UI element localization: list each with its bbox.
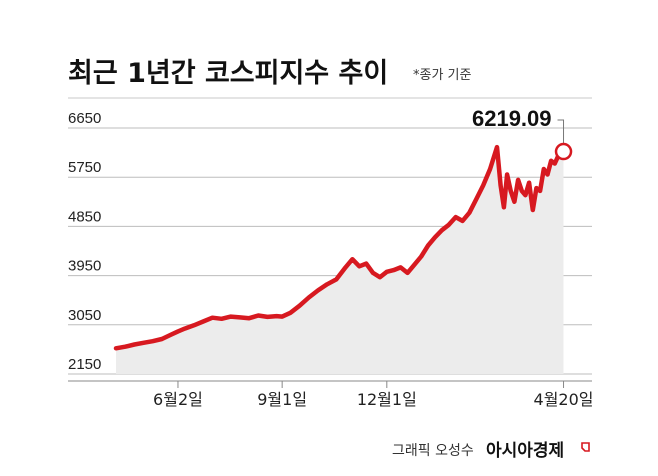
y-tick-label: 6650 — [68, 110, 101, 127]
credit-brand: 아시아경제 — [486, 441, 564, 461]
kospi-area — [116, 147, 564, 374]
x-tick-label: 12월1일 — [357, 390, 417, 409]
end-point-marker — [554, 142, 573, 161]
credit-graphic: 그래픽 오성수 — [392, 443, 474, 459]
brand-logo-mark — [581, 442, 590, 452]
y-tick-label: 3050 — [68, 307, 101, 324]
kospi-line — [113, 144, 566, 351]
callout-value: 6219.09 — [472, 106, 552, 131]
x-tick-label: 9월1일 — [257, 390, 307, 409]
y-tick-label: 3950 — [68, 258, 101, 275]
x-tick-label: 6월2일 — [153, 390, 203, 409]
plot-layer — [113, 144, 566, 374]
x-axis: 6월2일 9월1일 12월1일 4월20일 — [68, 380, 594, 409]
x-tick-label: 4월20일 — [534, 390, 594, 409]
chart-note: *종가 기준 — [413, 68, 472, 83]
callout: 6219.09 — [472, 106, 573, 161]
y-tick-label: 4850 — [68, 208, 101, 225]
chart-title: 최근 1년간 코스피지수 추이 — [68, 58, 388, 89]
y-tick-label: 5750 — [68, 159, 101, 176]
y-tick-label: 2150 — [68, 356, 101, 373]
callout-leader — [557, 119, 565, 144]
